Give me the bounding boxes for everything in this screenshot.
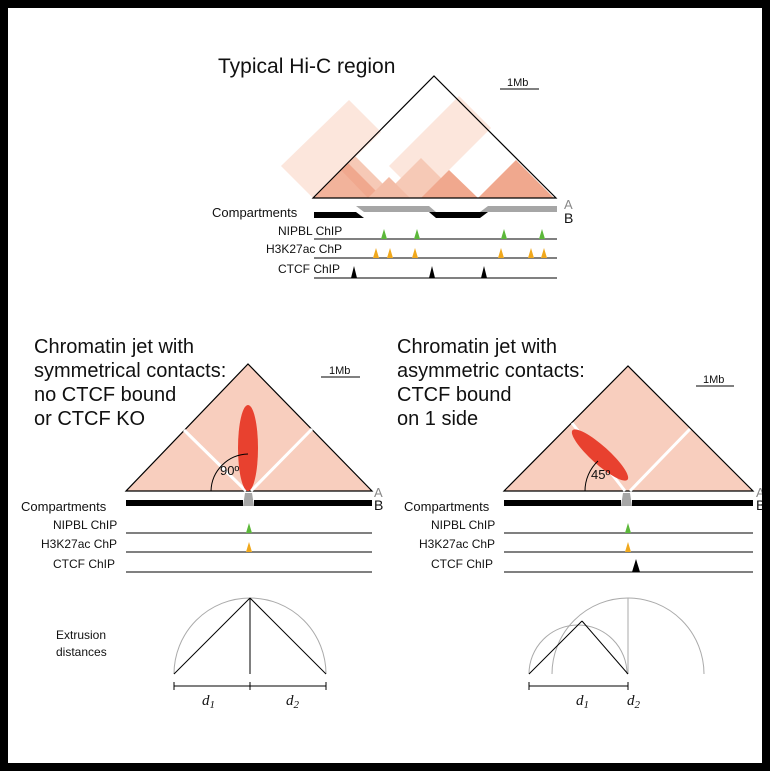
- chromatin-jet: [571, 429, 629, 481]
- hic-tad: [368, 177, 410, 198]
- hic-triangle-left: 90º: [124, 363, 374, 493]
- scale-label-right: 1Mb: [703, 374, 724, 386]
- track-label-ctcf: CTCF ChIP: [431, 557, 493, 571]
- h3k27ac-peak: [528, 248, 534, 258]
- chromatin-jet: [238, 405, 258, 491]
- tad-boundary-stripe: [628, 427, 692, 493]
- label-compartment-a: A: [564, 197, 573, 212]
- figure-svg: Typical Hi-C region 1Mb Compartments A B…: [21, 55, 762, 711]
- panel-right-title-line4: on 1 side: [397, 408, 478, 430]
- track-label-nipbl: NIPBL ChIP: [431, 518, 495, 532]
- hic-tad: [478, 160, 554, 198]
- track-label-h3k27ac: H3K27ac ChP: [419, 537, 495, 551]
- track-label-nipbl: NIPBL ChIP: [278, 224, 342, 238]
- label-compartment-b: B: [756, 497, 762, 513]
- track-label-ctcf: CTCF ChIP: [278, 262, 340, 276]
- panel-left-title-line1: Chromatin jet with: [34, 336, 194, 358]
- nipbl-peak: [539, 229, 545, 239]
- extrusion-label-line1: Extrusion: [56, 628, 106, 642]
- panel-right-title-line3: CTCF bound: [397, 384, 512, 406]
- nipbl-peak: [381, 229, 387, 239]
- compartment-b-segment: [504, 500, 621, 506]
- hic-outline: [502, 365, 755, 492]
- label-d1: d1: [576, 693, 589, 711]
- scale-label-top: 1Mb: [507, 77, 528, 89]
- hic-triangle-top: [281, 75, 558, 199]
- h3k27ac-peak: [412, 248, 418, 258]
- figure-canvas: Typical Hi-C region 1Mb Compartments A B…: [8, 8, 762, 763]
- tad-boundary-stripe: [249, 427, 314, 493]
- label-d1: d1: [202, 693, 215, 711]
- extrusion-arc-half: [528, 624, 628, 675]
- label-compartment-b: B: [564, 210, 573, 226]
- label-d2: d2: [627, 693, 641, 711]
- track-label-nipbl: NIPBL ChIP: [53, 518, 117, 532]
- nipbl-peak: [246, 523, 252, 533]
- extrusion-diagram-asymmetric: d1 d2: [528, 597, 705, 711]
- compartment-b-segment: [126, 500, 243, 506]
- label-compartment-b: B: [374, 497, 383, 513]
- angle-label: 45º: [591, 467, 610, 482]
- panel-right-title-line2: asymmetric contacts:: [397, 360, 585, 382]
- h3k27ac-peak: [246, 542, 252, 552]
- angle-arc: [210, 453, 249, 492]
- ctcf-peak: [481, 266, 487, 278]
- panel-left-title-line3: no CTCF bound: [34, 384, 176, 406]
- track-label-compartments: Compartments: [404, 499, 490, 514]
- track-label-h3k27ac: H3K27ac ChP: [266, 242, 342, 256]
- loop-left-arm: [173, 597, 251, 675]
- h3k27ac-peak: [373, 248, 379, 258]
- label-compartment-a: A: [756, 485, 762, 500]
- tad-boundary-stripe: [182, 428, 248, 493]
- nipbl-peak: [414, 229, 420, 239]
- compartment-b-segment: [254, 500, 372, 506]
- h3k27ac-peak: [541, 248, 547, 258]
- panel-asymmetric-jet: Chromatin jet with asymmetric contacts: …: [397, 336, 762, 711]
- angle-arc: [584, 460, 599, 492]
- compartment-a-segment: [480, 206, 557, 212]
- nipbl-peak: [625, 523, 631, 533]
- panel-left-title-line2: symmetrical contacts:: [34, 360, 226, 382]
- compartment-a-segment: [356, 206, 436, 212]
- nipbl-peak: [501, 229, 507, 239]
- extrusion-diagram-symmetric: d1 d2: [173, 597, 327, 711]
- track-label-compartments: Compartments: [21, 499, 107, 514]
- compartment-b-segment: [429, 212, 488, 218]
- hic-tad: [421, 170, 478, 198]
- loop-right-arm: [249, 597, 327, 675]
- h3k27ac-peak: [387, 248, 393, 258]
- scale-label-left: 1Mb: [329, 365, 350, 377]
- ctcf-peak: [351, 266, 357, 278]
- loop-right-arm: [581, 620, 629, 675]
- compartment-b-segment: [314, 212, 364, 218]
- ctcf-peak: [429, 266, 435, 278]
- panel-typical-hic: Typical Hi-C region 1Mb Compartments A B…: [212, 55, 573, 279]
- hic-faint-domain: [281, 100, 381, 198]
- extrusion-label-line2: distances: [56, 645, 107, 659]
- panel-left-title-line4: or CTCF KO: [34, 408, 145, 430]
- track-label-ctcf: CTCF ChIP: [53, 557, 115, 571]
- hic-outline: [311, 75, 558, 199]
- compartment-a-segment: [243, 493, 254, 506]
- loop-left-arm: [528, 620, 583, 675]
- h3k27ac-peak: [625, 542, 631, 552]
- compartment-a-segment: [621, 493, 632, 506]
- angle-label: 90º: [220, 463, 239, 478]
- h3k27ac-peak: [498, 248, 504, 258]
- panel-right-title-line1: Chromatin jet with: [397, 336, 557, 358]
- label-compartment-a: A: [374, 485, 383, 500]
- compartment-b-segment: [632, 500, 753, 506]
- track-label-compartments: Compartments: [212, 205, 298, 220]
- track-label-h3k27ac: H3K27ac ChP: [41, 537, 117, 551]
- panel-symmetric-jet: Chromatin jet with symmetrical contacts:…: [21, 336, 383, 711]
- label-d2: d2: [286, 693, 300, 711]
- panel-top-title: Typical Hi-C region: [218, 55, 395, 78]
- hic-tad: [313, 170, 368, 198]
- ctcf-peak: [632, 559, 640, 572]
- hic-triangle-right: 45º: [502, 365, 755, 493]
